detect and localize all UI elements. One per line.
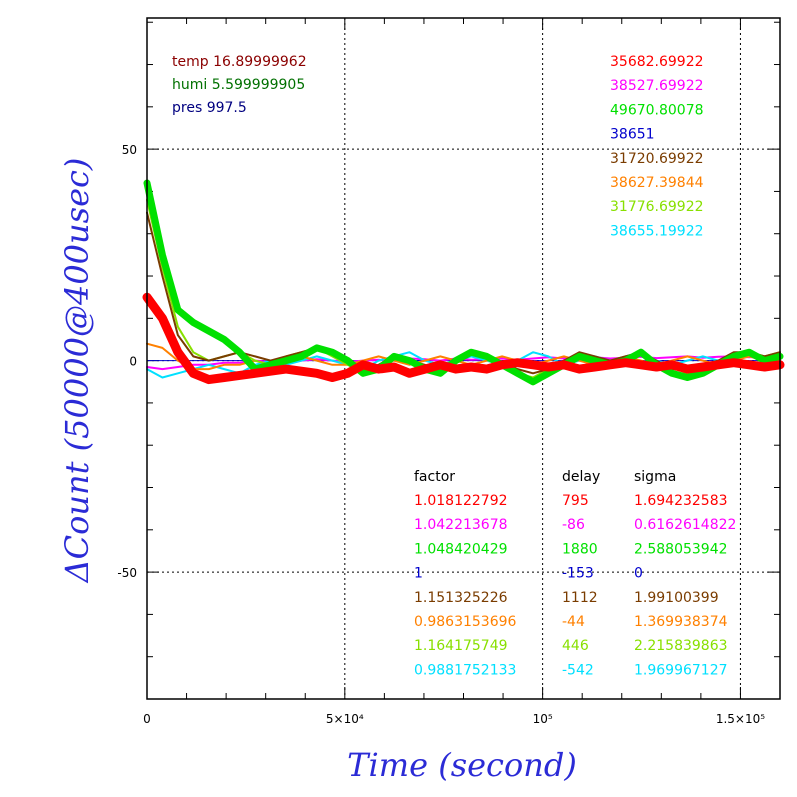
- series-value: 49670.80078: [610, 102, 704, 118]
- x-axis-title: Time (second): [347, 746, 577, 784]
- plot-frame: [146, 17, 781, 700]
- environment-readout: temp 16.89999962 humi 5.599999905 pres 997…: [172, 54, 307, 116]
- table-factor: 1.048420429: [414, 541, 508, 557]
- tick-labels: 0 5×10⁴ 10⁵ 1.5×10⁵ 50 0 -50: [117, 143, 765, 726]
- series-value: 38655.19922: [610, 223, 704, 239]
- table-sigma: 1.369938374: [634, 614, 728, 630]
- series-value: 38627.39844: [610, 175, 704, 191]
- y-tick-label: 50: [122, 143, 137, 157]
- table-delay: -542: [562, 662, 594, 678]
- y-tick-label: -50: [117, 566, 137, 580]
- x-tick-label: 10⁵: [533, 712, 553, 726]
- table-header-delay: delay: [562, 469, 600, 485]
- series-value: 31720.69922: [610, 151, 704, 167]
- table-delay: 1880: [562, 541, 598, 557]
- table-factor: 1.018122792: [414, 493, 508, 509]
- table-sigma: 1.99100399: [634, 590, 719, 606]
- x-tick-label: 5×10⁴: [326, 712, 364, 726]
- table-header-sigma: sigma: [634, 469, 676, 485]
- series-line: [142, 292, 785, 385]
- series-value: 38651: [610, 127, 655, 143]
- y-tick-label: 0: [129, 355, 137, 369]
- series-line: [143, 179, 784, 386]
- table-sigma: 2.588053942: [634, 541, 728, 557]
- series-value: 38527.69922: [610, 78, 704, 94]
- table-sigma: 0.6162614822: [634, 517, 736, 533]
- table-sigma: 0: [634, 566, 643, 582]
- env-line: humi 5.599999905: [172, 77, 305, 93]
- table-delay: -86: [562, 517, 585, 533]
- table-delay: -44: [562, 614, 585, 630]
- table-delay: 1112: [562, 590, 598, 606]
- table-factor: 0.9881752133: [414, 662, 516, 678]
- table-sigma: 1.969967127: [634, 662, 728, 678]
- x-tick-label: 1.5×10⁵: [716, 712, 765, 726]
- table-delay: -153: [562, 566, 594, 582]
- table-factor: 0.9863153696: [414, 614, 517, 630]
- y-axis-title: ΔCount (50000@400usec): [58, 158, 96, 585]
- table-sigma: 2.215839863: [634, 638, 728, 654]
- table-factor: 1.151325226: [414, 590, 508, 606]
- series-value: 35682.69922: [610, 54, 704, 70]
- table-factor: 1.042213678: [414, 517, 508, 533]
- fit-table: factor delay sigma 1.018122792 795 1.69423…: [414, 469, 736, 678]
- table-header-factor: factor: [414, 469, 455, 485]
- x-tick-label: 0: [143, 712, 151, 726]
- env-line: pres 997.5: [172, 100, 247, 116]
- table-delay: 795: [562, 493, 589, 509]
- table-sigma: 1.694232583: [634, 493, 728, 509]
- table-factor: 1: [414, 566, 423, 582]
- table-delay: 446: [562, 638, 589, 654]
- table-factor: 1.164175749: [414, 638, 508, 654]
- series-value: 31776.69922: [610, 199, 704, 215]
- series-lines: [142, 179, 785, 386]
- series-values-list: 35682.69922 38527.69922 49670.80078 38651 31…: [610, 54, 704, 239]
- env-line: temp 16.89999962: [172, 54, 307, 70]
